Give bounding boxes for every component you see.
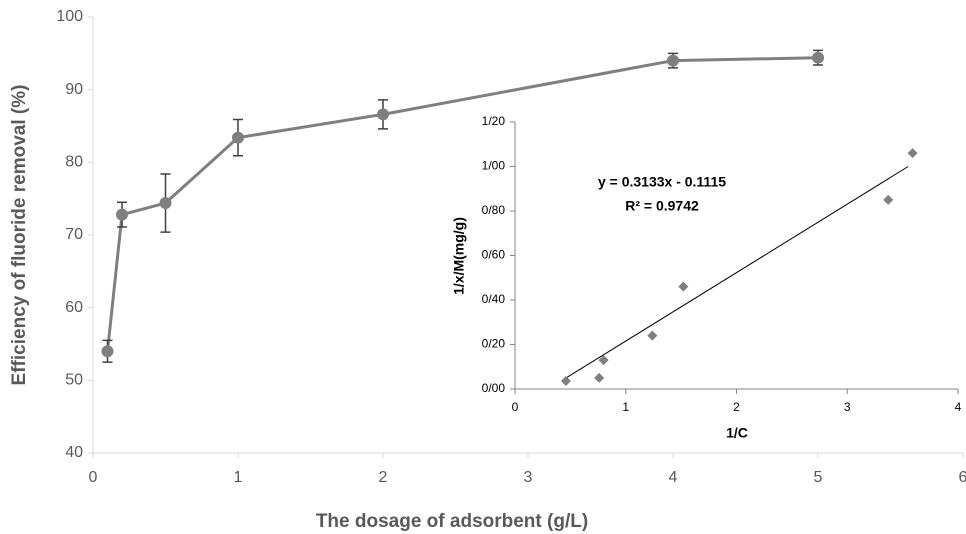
y-tick-label: 90 xyxy=(65,81,83,98)
point xyxy=(647,330,658,341)
equation: y = 0.3133x - 0.1115 xyxy=(598,174,726,190)
y-tick-label: 100 xyxy=(56,8,83,25)
x-tick-label: 2 xyxy=(733,400,740,414)
x-tick-label: 4 xyxy=(955,400,962,414)
marker xyxy=(159,197,172,210)
y-tick-label: 0/40 xyxy=(482,292,506,306)
marker xyxy=(232,131,244,144)
point xyxy=(594,372,605,383)
trendline xyxy=(562,166,909,381)
x-tick-label: 3 xyxy=(844,400,851,414)
y-tick-label: 60 xyxy=(65,299,83,316)
line xyxy=(106,56,819,352)
marker xyxy=(667,54,679,67)
x-tick-label: 4 xyxy=(669,469,678,486)
y-tick-label: 80 xyxy=(65,154,83,171)
y-tick-label: 1/20 xyxy=(482,114,506,128)
y-axis-label: Efficiency of fluoride removal (%) xyxy=(9,85,30,386)
inset-y-axis-label: 1/x/M(mg/g) xyxy=(451,217,467,295)
marker xyxy=(812,51,824,64)
point xyxy=(598,355,609,366)
inset-x-axis-label: 1/C xyxy=(726,425,748,441)
marker xyxy=(116,208,128,221)
y-tick-label: 0/60 xyxy=(482,248,506,262)
x-tick-label: 6 xyxy=(959,469,966,486)
x-axis-label: The dosage of adsorbent (g/L) xyxy=(316,511,588,532)
y-tick-label: 0/80 xyxy=(482,203,506,217)
marker xyxy=(101,345,114,358)
x-tick-label: 1 xyxy=(622,400,629,414)
y-tick-label: 1/00 xyxy=(482,159,506,173)
x-tick-label: 1 xyxy=(234,469,243,486)
y-tick-label: 0/20 xyxy=(482,337,506,351)
point xyxy=(883,194,894,205)
point xyxy=(560,375,571,386)
x-tick-label: 0 xyxy=(512,400,519,414)
x-tick-label: 0 xyxy=(89,469,98,486)
r-squared: R² = 0.9742 xyxy=(625,198,699,214)
x-tick-label: 2 xyxy=(379,469,388,486)
point xyxy=(678,281,689,292)
y-tick-label: 50 xyxy=(65,372,83,389)
x-tick-label: 5 xyxy=(814,469,823,486)
point xyxy=(907,148,918,159)
y-tick-label: 0/00 xyxy=(482,381,506,395)
y-tick-label: 40 xyxy=(65,444,83,461)
marker xyxy=(377,108,389,121)
x-tick-label: 3 xyxy=(524,469,533,486)
y-tick-label: 70 xyxy=(65,226,83,243)
